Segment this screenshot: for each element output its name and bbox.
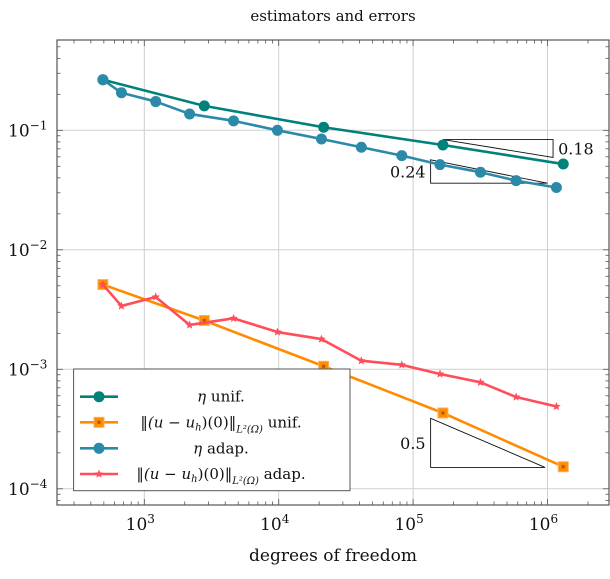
data-point <box>435 369 445 378</box>
slope-label: 0.18 <box>558 139 594 158</box>
slope-label: 0.5 <box>400 434 425 453</box>
square-center <box>322 364 326 368</box>
legend-entry: η unif. <box>80 388 245 406</box>
data-point <box>474 166 486 178</box>
data-point <box>93 416 105 428</box>
slope-triangle <box>430 417 546 468</box>
square-center <box>202 319 206 323</box>
data-point <box>317 334 326 343</box>
series-0 <box>97 74 569 170</box>
square-center <box>97 420 101 424</box>
square-center <box>561 465 565 469</box>
data-point <box>315 133 327 145</box>
data-point <box>437 407 449 419</box>
chart-title: estimators and errors <box>250 7 415 25</box>
y-tick-label: 10−4 <box>8 477 48 500</box>
data-point <box>93 391 105 403</box>
data-point <box>97 74 109 86</box>
legend-box <box>73 368 351 492</box>
data-point <box>437 139 449 151</box>
legend-label: η unif. <box>197 388 245 406</box>
axis-ticks: 103 104 105 106 10−1 10−2 10−3 10−4 <box>8 40 609 535</box>
data-point <box>94 469 104 478</box>
data-point <box>434 159 446 171</box>
slope-triangles: 0.18 0.24 0.5 <box>390 139 594 468</box>
data-point <box>198 315 210 327</box>
data-point <box>552 402 561 411</box>
data-point <box>318 121 330 133</box>
data-point <box>357 356 366 365</box>
slope-label: 0.24 <box>390 163 426 182</box>
data-point <box>151 292 160 301</box>
data-point <box>185 320 194 329</box>
legend-label: ‖(u − uh)(0)‖L²(Ω) adap. <box>136 465 305 487</box>
series-2 <box>97 74 562 194</box>
slope-triangle <box>442 139 554 158</box>
series-layer <box>97 74 569 473</box>
y-tick-label: 10−3 <box>8 357 47 380</box>
data-point <box>228 115 240 127</box>
data-point <box>198 100 210 112</box>
data-point <box>510 175 522 187</box>
x-tick-label: 103 <box>126 512 155 535</box>
legend-label: ‖(u − uh)(0)‖L²(Ω) unif. <box>140 413 301 435</box>
data-point <box>271 124 283 136</box>
x-tick-label: 105 <box>394 512 423 535</box>
legend: η unif. ‖(u − uh)(0)‖L²(Ω) unif. η adap. ‖(… <box>73 368 351 492</box>
data-point <box>397 360 407 369</box>
data-point <box>150 96 162 108</box>
legend-entry: ‖(u − uh)(0)‖L²(Ω) unif. <box>80 413 302 435</box>
data-point <box>229 313 238 322</box>
data-point <box>511 392 521 401</box>
legend-entry: η adap. <box>80 439 249 457</box>
data-point <box>98 280 108 289</box>
data-point <box>115 87 127 99</box>
data-point <box>93 442 105 454</box>
data-point <box>476 377 485 386</box>
x-axis-label: degrees of freedom <box>249 546 417 566</box>
x-tick-label: 104 <box>260 512 290 535</box>
data-point <box>273 327 282 336</box>
square-center <box>441 411 445 415</box>
data-point <box>355 141 367 153</box>
data-point <box>396 150 408 162</box>
y-tick-label: 10−1 <box>8 118 47 141</box>
series-3 <box>98 280 561 411</box>
slope-triangle <box>430 159 548 184</box>
data-point <box>550 182 562 194</box>
x-tick-label: 106 <box>529 512 558 535</box>
plot-frame <box>56 39 610 506</box>
y-tick-label: 10−2 <box>8 238 47 261</box>
data-point <box>557 158 569 170</box>
legend-entry: ‖(u − uh)(0)‖L²(Ω) adap. <box>80 465 306 487</box>
data-point <box>117 301 126 310</box>
data-point <box>557 461 569 473</box>
data-point <box>184 108 196 120</box>
series-line <box>102 78 564 166</box>
legend-label: η adap. <box>193 439 249 457</box>
